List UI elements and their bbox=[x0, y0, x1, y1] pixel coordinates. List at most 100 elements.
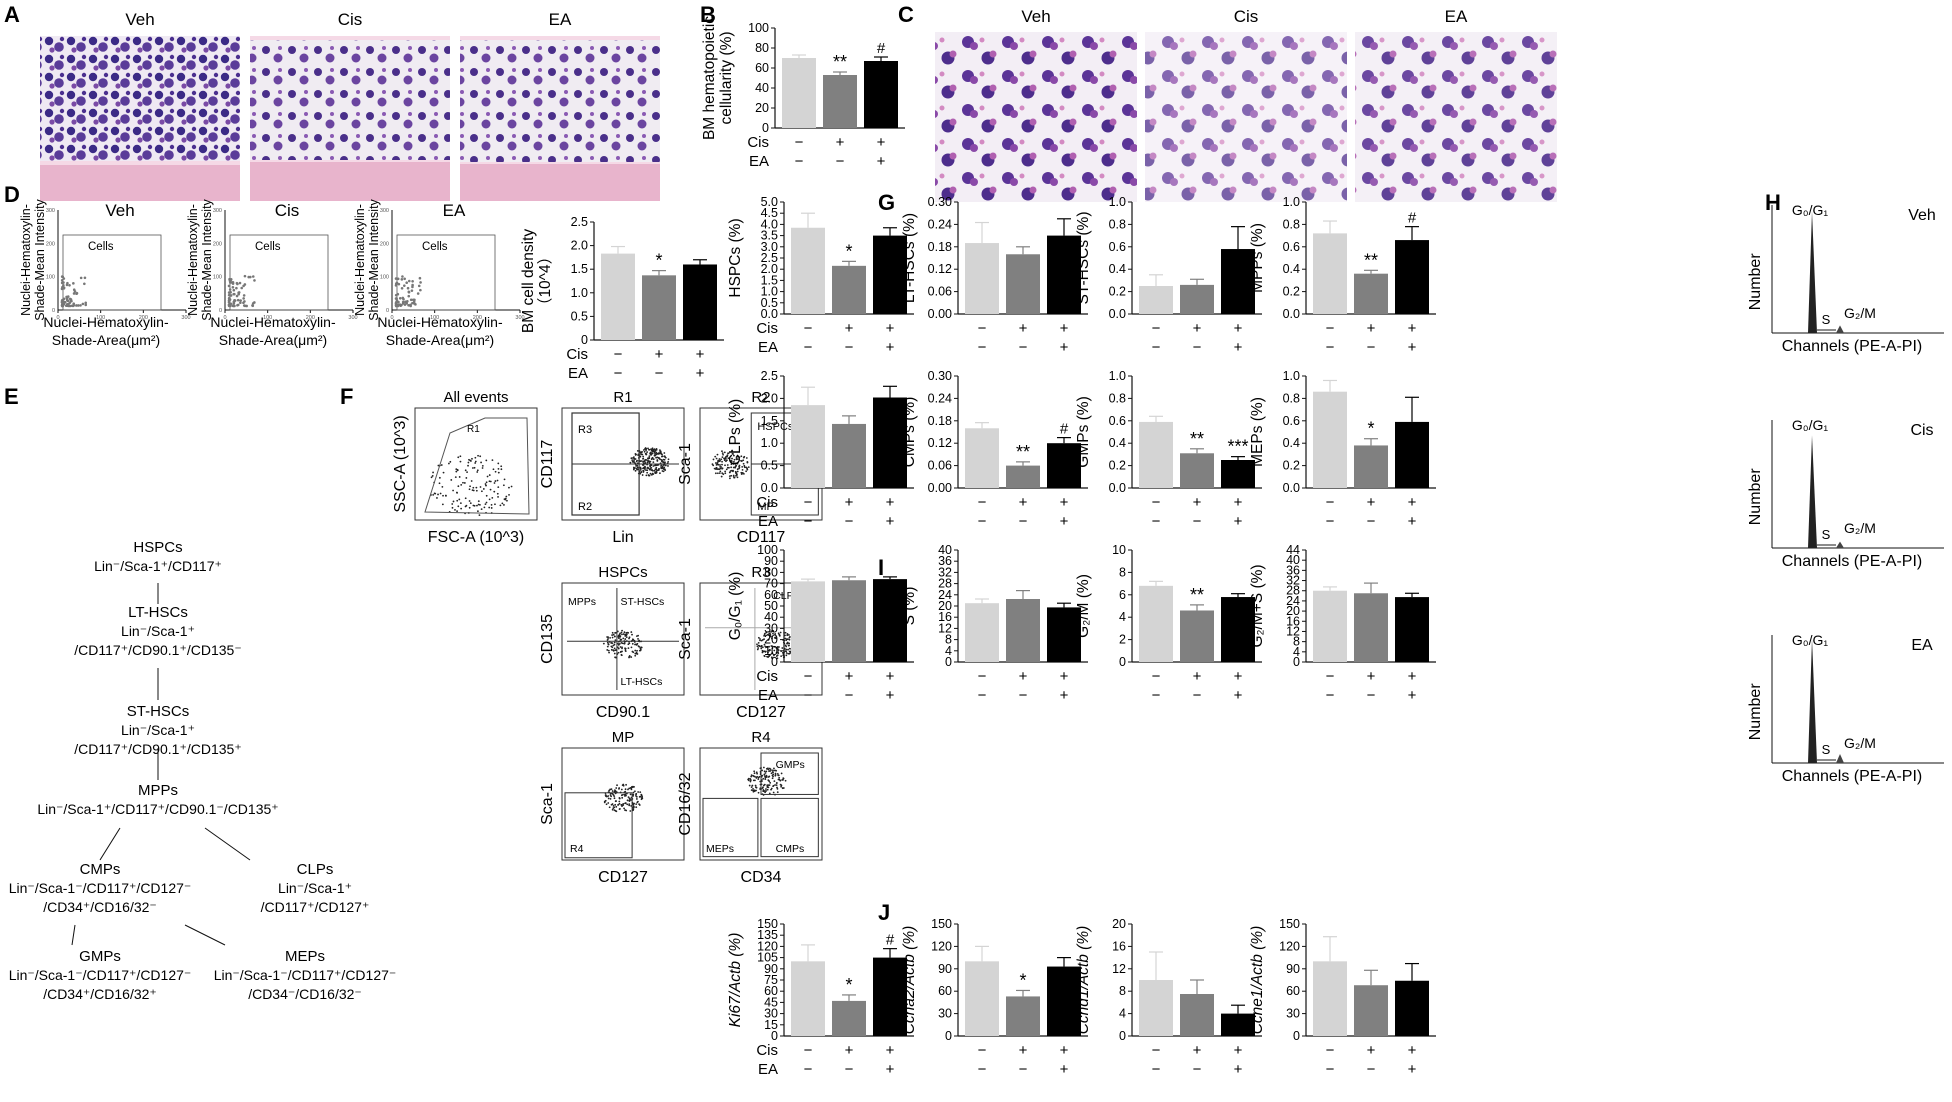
ea-sign: + bbox=[877, 153, 886, 170]
event-dot bbox=[714, 462, 717, 464]
y-tick-label: 20 bbox=[1112, 917, 1126, 931]
event-dot bbox=[459, 455, 462, 458]
event-dot bbox=[776, 657, 779, 660]
event-dot bbox=[623, 807, 626, 810]
event-dot bbox=[761, 769, 764, 772]
cis-sign: + bbox=[655, 346, 664, 363]
scatter-point bbox=[64, 304, 68, 307]
event-dot bbox=[718, 460, 721, 463]
y-axis-label-line2: Shade-Mean Intensity bbox=[33, 198, 47, 320]
event-dot bbox=[620, 794, 623, 797]
hierarchy-arrow bbox=[99, 827, 121, 861]
cis-sign: + bbox=[1234, 320, 1243, 337]
smear-image-cis: Cis bbox=[1145, 7, 1347, 202]
event-dot bbox=[776, 772, 779, 775]
x-axis-label: CD127 bbox=[736, 704, 786, 721]
event-dot bbox=[755, 771, 758, 774]
bar-veh bbox=[791, 227, 825, 314]
event-dot bbox=[607, 643, 610, 646]
event-dot bbox=[766, 788, 769, 791]
ea-sign: − bbox=[1193, 339, 1202, 356]
event-dot bbox=[628, 656, 630, 659]
y-tick-label: 0.18 bbox=[928, 414, 952, 428]
scatter-point bbox=[414, 303, 417, 306]
row-label-cis: Cis bbox=[566, 346, 588, 363]
x-axis-label: CD34 bbox=[741, 869, 782, 886]
bar-ea bbox=[1047, 966, 1081, 1036]
event-dot bbox=[753, 772, 756, 775]
y-tick-label: 2.5 bbox=[761, 251, 778, 265]
event-dot bbox=[639, 467, 642, 470]
event-dot bbox=[770, 787, 773, 790]
event-dot bbox=[467, 461, 470, 464]
flow-plot-r4: R4 CD34 CD16/32 GMPs MEPs CMPs bbox=[677, 729, 823, 886]
scatter-point bbox=[84, 303, 88, 307]
scatter-point bbox=[407, 303, 410, 307]
node-name: MEPs bbox=[285, 948, 325, 965]
event-dot bbox=[449, 460, 452, 463]
event-dot bbox=[457, 505, 460, 508]
y-tick-label: 0.30 bbox=[928, 195, 952, 209]
event-dot bbox=[456, 510, 458, 513]
event-dot bbox=[477, 510, 479, 513]
event-dot bbox=[614, 809, 617, 812]
event-dot bbox=[721, 456, 724, 459]
event-dot bbox=[768, 784, 771, 787]
scatter-point bbox=[410, 289, 414, 292]
event-dot bbox=[763, 654, 766, 657]
cis-sign: + bbox=[877, 134, 886, 151]
scatter-plot-ea: 0 100 200 300 0 100 200 300 EA Cells Nuclei-Hemato… bbox=[353, 198, 525, 348]
event-dot bbox=[768, 792, 771, 795]
scatter-point bbox=[62, 277, 66, 280]
y-tick-label: 0 bbox=[762, 121, 769, 135]
y-tick-label: 4 bbox=[1119, 1007, 1126, 1021]
event-dot bbox=[477, 500, 480, 503]
event-dot bbox=[780, 655, 783, 658]
event-dot bbox=[769, 770, 772, 772]
event-dot bbox=[734, 463, 737, 465]
y-tick-label: 40 bbox=[1286, 553, 1300, 567]
event-dot bbox=[731, 457, 733, 460]
event-dot bbox=[741, 466, 744, 468]
event-dot bbox=[750, 789, 753, 792]
event-dot bbox=[649, 460, 652, 463]
event-dot bbox=[759, 638, 761, 640]
hierarchy-node-mpps: MPPs Lin⁻/Sca-1⁺/CD117⁺/CD90.1⁻/CD135⁺ bbox=[37, 782, 278, 817]
histology-label-ea: EA bbox=[549, 10, 572, 29]
event-dot bbox=[648, 456, 651, 459]
event-dot bbox=[719, 470, 722, 473]
ea-sign: + bbox=[1408, 687, 1417, 704]
event-dot bbox=[729, 471, 731, 474]
event-dot bbox=[625, 636, 628, 639]
y-tick-label: 60 bbox=[764, 588, 778, 602]
event-dot bbox=[615, 805, 618, 808]
x-axis-label-line1: Nuclei-Hematoxylin- bbox=[210, 314, 336, 330]
ea-sign: + bbox=[1408, 1061, 1417, 1078]
ea-sign: + bbox=[1234, 687, 1243, 704]
event-dot bbox=[732, 474, 735, 477]
bar-cis bbox=[1354, 445, 1388, 488]
event-dot bbox=[746, 468, 749, 471]
event-dot bbox=[788, 642, 791, 645]
event-dot bbox=[719, 464, 721, 466]
scatter-plot-cis: 0 100 200 300 0 100 200 300 Cis Cells Nuclei-Hemat… bbox=[186, 198, 358, 348]
ea-sign: − bbox=[1019, 513, 1028, 530]
gate-r1 bbox=[424, 417, 530, 515]
event-dot bbox=[732, 463, 735, 465]
scatter-point bbox=[79, 304, 82, 307]
event-dot bbox=[623, 793, 625, 796]
y-axis-label: Sca-1 bbox=[677, 618, 694, 660]
ea-sign: − bbox=[1019, 687, 1028, 704]
event-dot bbox=[751, 784, 754, 787]
event-dot bbox=[610, 648, 613, 651]
node-markers: /CD34⁺/CD16/32⁺ bbox=[43, 986, 157, 1002]
scatter-point bbox=[394, 301, 398, 304]
event-dot bbox=[736, 468, 739, 471]
scatter-point bbox=[75, 292, 78, 296]
event-dot bbox=[613, 652, 616, 655]
g0g1-peak bbox=[1808, 211, 1817, 333]
event-dot bbox=[491, 459, 494, 462]
event-dot bbox=[782, 777, 785, 780]
y-tick-label: 1.5 bbox=[761, 273, 778, 287]
